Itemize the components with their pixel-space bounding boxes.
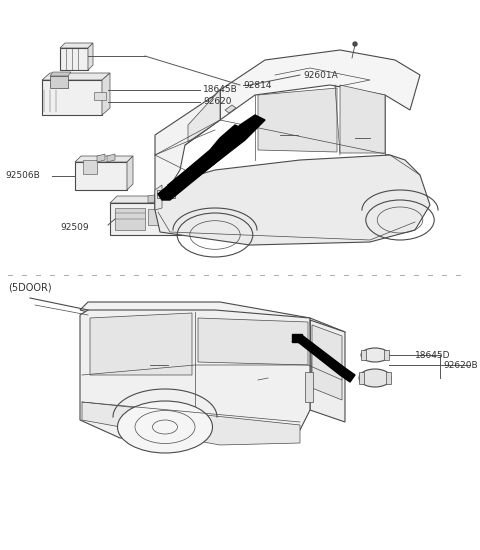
Circle shape (353, 42, 357, 46)
Bar (157, 190, 175, 198)
Polygon shape (168, 115, 265, 192)
Polygon shape (148, 194, 160, 203)
Polygon shape (312, 325, 342, 400)
Polygon shape (97, 154, 105, 162)
Polygon shape (50, 72, 71, 76)
Ellipse shape (359, 369, 391, 387)
Text: 92601A: 92601A (303, 70, 338, 80)
Polygon shape (310, 320, 345, 422)
Ellipse shape (118, 401, 213, 453)
Text: 92506B: 92506B (5, 172, 40, 180)
Bar (42, 80, 102, 115)
Bar (292, 334, 302, 342)
Polygon shape (340, 85, 385, 153)
Polygon shape (155, 185, 162, 210)
Polygon shape (258, 88, 337, 152)
Text: 18645B: 18645B (203, 85, 238, 95)
Polygon shape (292, 336, 355, 382)
Bar (305, 372, 313, 402)
Polygon shape (182, 196, 189, 235)
Bar (384, 350, 389, 360)
Polygon shape (127, 156, 133, 190)
Text: 18645D: 18645D (415, 350, 451, 360)
Polygon shape (60, 43, 93, 48)
Polygon shape (80, 310, 310, 440)
Bar (148, 209, 166, 225)
Polygon shape (75, 156, 133, 162)
Text: 92620: 92620 (203, 97, 231, 107)
Text: 92814: 92814 (243, 80, 272, 90)
Text: 92620B: 92620B (443, 360, 478, 370)
Polygon shape (80, 302, 345, 340)
Bar (83, 160, 97, 174)
Polygon shape (102, 73, 110, 115)
Polygon shape (188, 90, 220, 142)
Bar (94, 92, 106, 100)
Polygon shape (158, 125, 245, 200)
Polygon shape (185, 90, 220, 145)
Polygon shape (155, 155, 430, 245)
Text: 92509: 92509 (60, 223, 89, 233)
Polygon shape (42, 73, 110, 80)
Polygon shape (88, 43, 93, 70)
Polygon shape (82, 402, 300, 445)
Bar (386, 372, 391, 384)
Bar (75, 162, 127, 190)
Bar (359, 372, 364, 384)
Polygon shape (90, 313, 192, 375)
Polygon shape (107, 154, 115, 162)
Polygon shape (220, 50, 420, 120)
Bar (115, 208, 145, 230)
Bar (50, 76, 68, 88)
Text: (5DOOR): (5DOOR) (8, 283, 52, 293)
Ellipse shape (361, 348, 389, 362)
Bar (60, 48, 88, 70)
Polygon shape (110, 196, 189, 203)
Polygon shape (198, 318, 308, 365)
Polygon shape (155, 90, 220, 210)
Polygon shape (225, 105, 236, 113)
Bar (110, 203, 182, 235)
Bar (361, 350, 366, 360)
